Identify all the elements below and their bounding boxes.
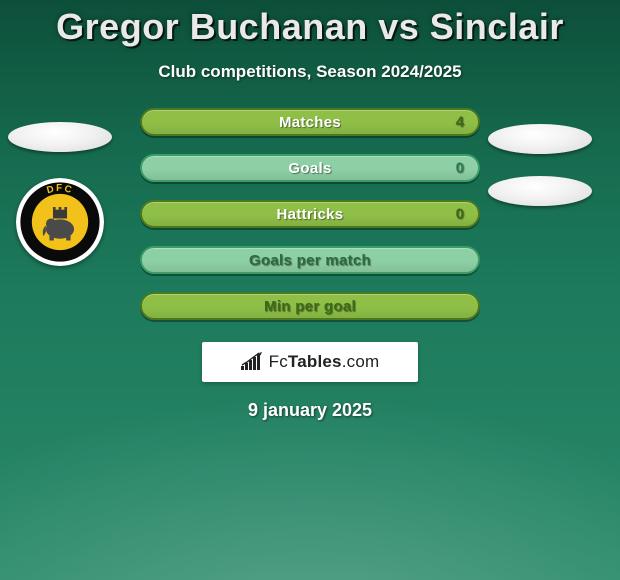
page-title: Gregor Buchanan vs Sinclair xyxy=(0,0,620,48)
club-crest: DFC DUMBARTON F.C. xyxy=(16,178,104,266)
stat-bar-value: 0 xyxy=(456,160,464,177)
stat-bar: Min per goal xyxy=(140,292,480,320)
stat-bar: Matches 4 xyxy=(140,108,480,136)
brand-text: FcTables.com xyxy=(269,352,380,372)
bar-chart-icon xyxy=(241,352,263,372)
stat-bar-label: Hattricks xyxy=(277,206,344,223)
player-photo-placeholder xyxy=(488,124,592,154)
stat-bar: Hattricks 0 xyxy=(140,200,480,228)
stat-bar-label: Min per goal xyxy=(264,298,356,315)
page-subtitle: Club competitions, Season 2024/2025 xyxy=(0,62,620,82)
stat-bar: Goals per match xyxy=(140,246,480,274)
brand-suffix: .com xyxy=(342,352,380,371)
date-label: 9 january 2025 xyxy=(0,400,620,421)
stat-bar-value: 4 xyxy=(456,114,464,131)
brand-prefix: Fc xyxy=(269,352,288,371)
brand-bold: Tables xyxy=(288,352,342,371)
player-photo-placeholder xyxy=(8,122,112,152)
stat-bar-value: 0 xyxy=(456,206,464,223)
comparison-card: Gregor Buchanan vs Sinclair Club competi… xyxy=(0,0,620,580)
stat-bar: Goals 0 xyxy=(140,154,480,182)
stat-bars: Matches 4 Goals 0 Hattricks 0 Goals per match M… xyxy=(140,108,480,320)
source-logo: FcTables.com xyxy=(202,342,418,382)
stat-bar-label: Matches xyxy=(279,114,341,131)
stat-bar-label: Goals per match xyxy=(249,252,371,269)
stat-bar-label: Goals xyxy=(288,160,331,177)
player-photo-placeholder xyxy=(488,176,592,206)
